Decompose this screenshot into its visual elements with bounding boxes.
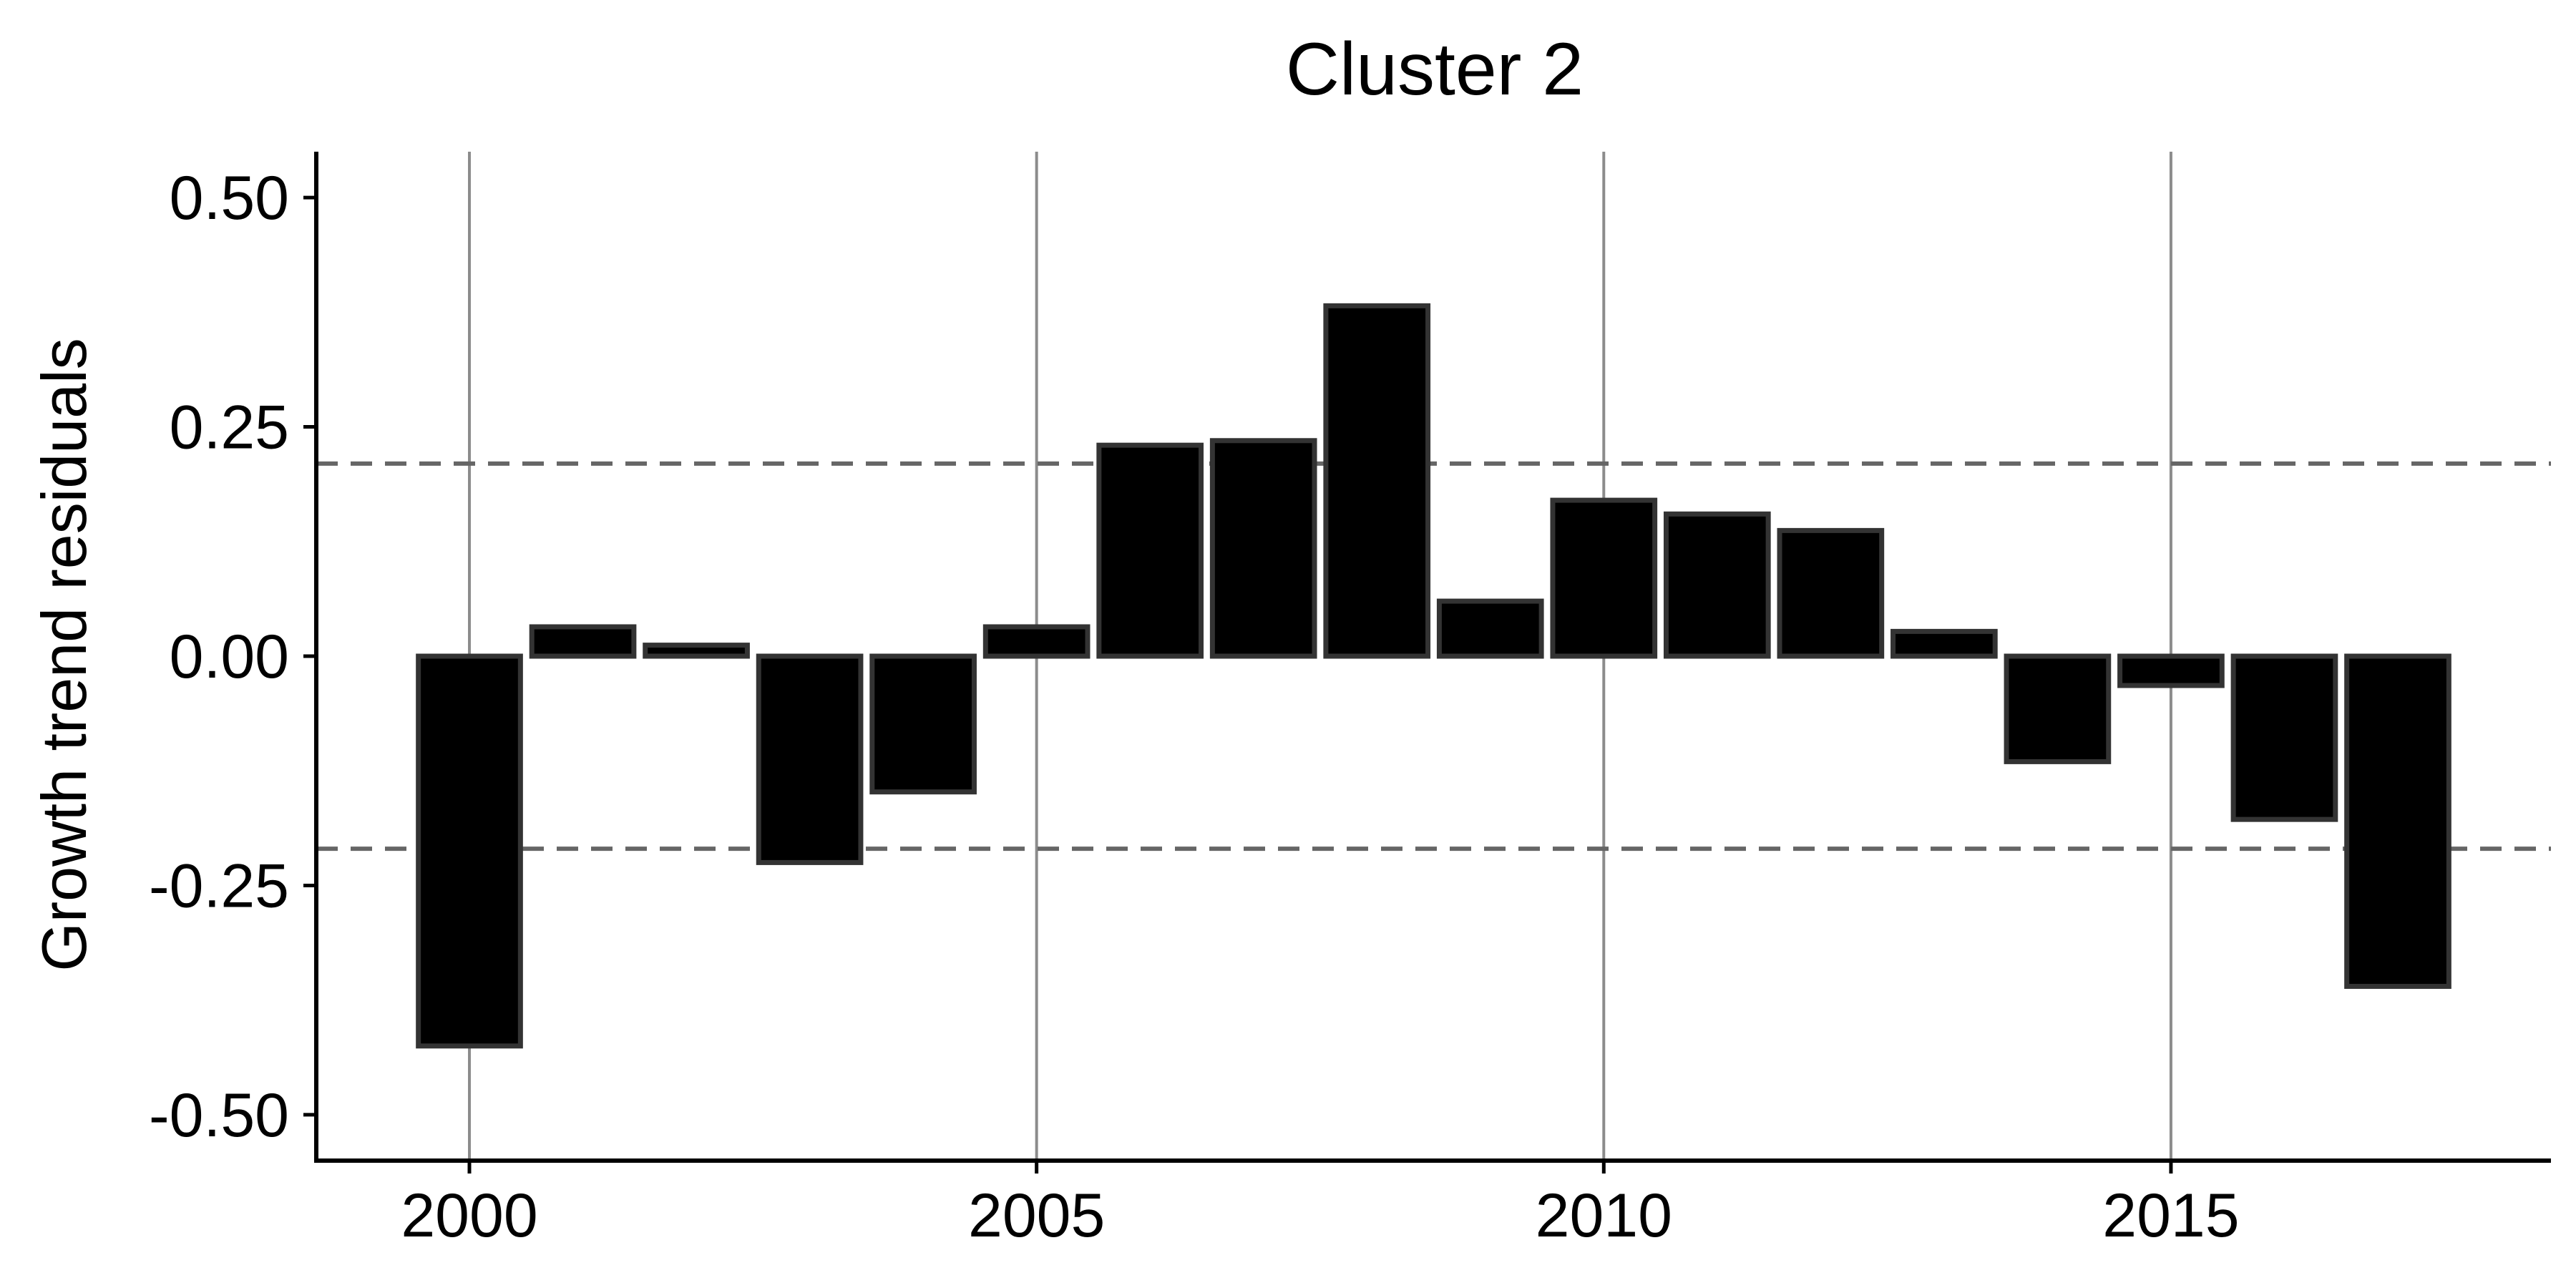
bar-2014 <box>2004 653 2112 764</box>
x-tick-label: 2000 <box>401 1181 537 1250</box>
bar-2003 <box>756 653 864 865</box>
bar-2013 <box>1890 628 1998 659</box>
y-tick-label: 0.00 <box>170 623 289 691</box>
bar-2017 <box>2344 653 2451 989</box>
bar-2008 <box>1323 303 1431 659</box>
bar-2009 <box>1436 598 1544 659</box>
bar-2007 <box>1209 438 1317 659</box>
bars <box>416 303 2451 1049</box>
x-tick-label: 2005 <box>968 1181 1105 1250</box>
bar-2000 <box>416 653 523 1049</box>
y-tick-label: -0.25 <box>149 852 289 920</box>
bar-2001 <box>529 624 637 659</box>
bar-2006 <box>1096 442 1204 659</box>
x-axis-ticks: 2000 2005 2010 2015 <box>401 1161 2240 1250</box>
chart-title: Cluster 2 <box>1286 28 1584 111</box>
y-tick-label: 0.25 <box>170 394 289 462</box>
x-tick-label: 2015 <box>2102 1181 2239 1250</box>
x-tick-label: 2010 <box>1536 1181 1672 1250</box>
bar-2010 <box>1550 497 1658 659</box>
bar-2012 <box>1777 527 1885 659</box>
y-tick-label: -0.50 <box>149 1081 289 1150</box>
y-axis-label: Growth trend residuals <box>29 338 99 971</box>
y-tick-label: 0.50 <box>170 164 289 233</box>
bar-2004 <box>869 653 977 795</box>
reference-lines <box>316 461 2551 852</box>
bar-2016 <box>2230 653 2338 822</box>
y-axis-ticks: 0.50 0.25 0.00 -0.25 -0.50 <box>149 164 316 1150</box>
bar-2015 <box>2117 653 2225 688</box>
bar-2011 <box>1663 511 1771 659</box>
bar-2005 <box>982 624 1091 659</box>
bar-2002 <box>643 643 750 659</box>
